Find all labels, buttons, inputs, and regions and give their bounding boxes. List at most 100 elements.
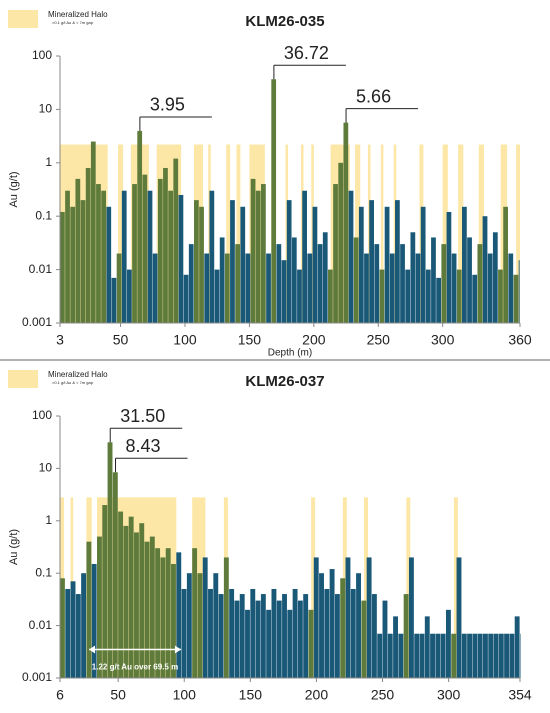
bar <box>80 200 86 323</box>
bar <box>324 588 330 678</box>
bar <box>384 206 390 323</box>
halo-band <box>406 497 411 678</box>
bar <box>371 594 377 678</box>
bar <box>171 563 176 678</box>
bar <box>86 541 92 678</box>
bar <box>456 557 462 678</box>
bar <box>509 633 515 678</box>
bar <box>276 244 282 323</box>
bar <box>282 594 287 678</box>
bar <box>348 190 354 323</box>
bar <box>91 563 97 678</box>
bar <box>65 588 71 678</box>
bar <box>291 237 297 323</box>
halo-band <box>442 144 448 323</box>
bar <box>118 511 124 678</box>
bar <box>398 633 404 678</box>
bar <box>303 594 309 678</box>
bar <box>245 253 251 323</box>
bar <box>60 578 65 678</box>
bar <box>329 569 335 678</box>
bar <box>112 472 118 678</box>
bar <box>65 190 70 323</box>
bar <box>240 206 246 323</box>
bar <box>400 244 405 323</box>
bar <box>128 516 134 678</box>
bar <box>313 557 319 678</box>
bar <box>214 269 220 323</box>
bar <box>152 253 158 323</box>
bar <box>503 206 509 323</box>
bar <box>333 184 338 323</box>
bar <box>204 253 210 323</box>
bar <box>276 600 282 678</box>
halo-band <box>355 144 361 323</box>
bar <box>97 536 102 678</box>
bar <box>513 274 519 323</box>
bar <box>96 184 101 323</box>
bar <box>194 200 199 323</box>
bar <box>308 609 314 678</box>
bar <box>358 206 364 323</box>
bar <box>374 244 380 323</box>
bar <box>518 260 520 323</box>
bar <box>307 253 313 323</box>
bar <box>60 211 65 323</box>
halo-band <box>117 144 124 323</box>
bar <box>420 206 426 323</box>
bar <box>514 616 520 678</box>
bar <box>482 633 488 678</box>
value-label: 36.72 <box>284 43 329 63</box>
bar <box>202 557 208 678</box>
x-tick-label: 50 <box>113 332 129 348</box>
y-tick-label: 0.001 <box>22 670 52 684</box>
bar <box>328 269 333 323</box>
bar <box>132 184 137 323</box>
bar <box>488 633 494 678</box>
bar <box>181 588 187 678</box>
legend-label: Mineralized Halo <box>48 10 108 19</box>
x-tick-label: 50 <box>110 687 126 703</box>
bar <box>245 609 250 678</box>
bar <box>414 633 420 678</box>
annotation-text: 1.22 g/t Au over 69.5 m <box>92 663 178 672</box>
halo-band <box>478 144 484 323</box>
bar <box>160 557 166 678</box>
x-tick-label: 354 <box>508 687 532 703</box>
bar <box>430 633 436 678</box>
bar <box>302 190 307 323</box>
bar <box>250 178 256 323</box>
x-tick-label: 100 <box>173 332 197 348</box>
y-tick-label: 10 <box>39 102 53 116</box>
bar <box>435 633 441 678</box>
halo-band <box>311 497 316 678</box>
value-label: 31.50 <box>120 406 165 426</box>
bar <box>364 253 369 323</box>
bar <box>235 244 240 323</box>
bar <box>163 167 168 323</box>
bar <box>405 269 411 323</box>
x-tick-label: 360 <box>508 332 532 348</box>
bar <box>431 237 436 323</box>
y-tick-label: 0.01 <box>29 618 53 632</box>
x-axis-label: Depth (m) <box>268 348 312 359</box>
bar <box>415 253 421 323</box>
legend-swatch <box>8 370 38 388</box>
bar <box>144 541 150 678</box>
bar <box>70 581 76 678</box>
x-tick-label: 100 <box>173 687 197 703</box>
x-tick-label: 150 <box>239 687 263 703</box>
bar <box>462 206 467 323</box>
chart-title: KLM26-037 <box>245 373 324 390</box>
bar <box>445 609 451 678</box>
bar <box>361 600 367 678</box>
value-label: 8.43 <box>126 436 161 456</box>
bar <box>107 442 113 678</box>
bar <box>255 600 261 678</box>
bar <box>436 277 442 323</box>
bar <box>183 274 189 323</box>
y-tick-label: 0.01 <box>29 262 53 276</box>
bar <box>369 200 374 323</box>
bar <box>467 633 473 678</box>
bar <box>498 633 504 678</box>
